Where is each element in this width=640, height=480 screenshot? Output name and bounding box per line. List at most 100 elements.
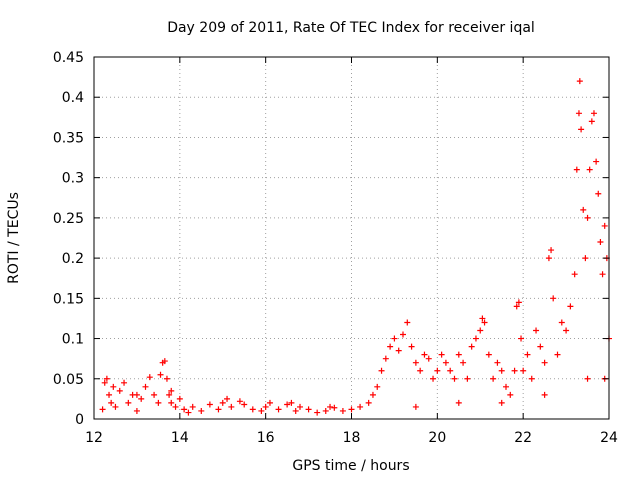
data-point xyxy=(258,407,265,414)
data-point xyxy=(590,110,597,117)
data-point xyxy=(215,406,222,413)
data-point xyxy=(101,379,108,386)
data-point xyxy=(305,406,312,413)
data-point xyxy=(400,331,406,338)
data-point xyxy=(357,403,364,410)
data-point xyxy=(412,359,419,366)
data-point xyxy=(297,403,303,410)
data-point xyxy=(468,343,475,350)
data-point xyxy=(498,367,505,374)
y-tick-label: 0.35 xyxy=(53,130,84,146)
data-point xyxy=(481,319,488,326)
y-tick-label: 0.4 xyxy=(62,90,84,106)
data-point xyxy=(586,166,593,173)
data-point xyxy=(241,401,248,408)
data-point xyxy=(507,391,514,398)
data-point xyxy=(99,406,106,413)
data-point xyxy=(421,351,428,358)
y-tick-label: 0.1 xyxy=(62,332,84,348)
data-point xyxy=(558,319,565,326)
data-point xyxy=(157,371,164,378)
data-point xyxy=(588,118,595,125)
data-point xyxy=(151,391,158,398)
data-point xyxy=(576,78,583,85)
data-point xyxy=(593,158,600,165)
data-point xyxy=(108,399,115,406)
x-tick-label: 22 xyxy=(514,430,532,446)
data-point xyxy=(533,327,540,334)
data-point xyxy=(524,351,531,358)
data-point xyxy=(146,374,153,381)
data-point xyxy=(103,375,110,382)
data-point xyxy=(387,343,394,350)
data-point xyxy=(181,406,188,413)
data-point xyxy=(112,403,119,410)
data-point xyxy=(438,351,445,358)
data-point xyxy=(477,327,484,334)
data-point xyxy=(601,222,608,229)
y-tick-labels: 0 0.05 0.1 0.15 0.2 0.25 0.3 0.35 0.4 0.45 xyxy=(53,50,84,428)
data-point xyxy=(133,391,140,398)
data-point xyxy=(176,395,183,402)
data-point xyxy=(472,335,479,342)
data-point xyxy=(266,399,273,406)
data-point xyxy=(548,247,555,254)
y-tick-label: 0.3 xyxy=(62,171,84,187)
data-point xyxy=(490,375,497,382)
data-point xyxy=(395,347,402,354)
data-point xyxy=(503,383,509,390)
x-tick-labels: 12 14 16 18 20 22 24 xyxy=(85,430,618,446)
y-tick-label: 0.25 xyxy=(53,211,84,227)
data-point xyxy=(155,399,162,406)
data-point xyxy=(314,409,321,416)
data-point xyxy=(408,343,415,350)
grid-layer xyxy=(94,57,609,419)
data-point xyxy=(584,214,591,221)
data-point xyxy=(550,295,557,302)
y-tick-label: 0 xyxy=(75,412,84,428)
data-point xyxy=(284,401,291,408)
data-point xyxy=(404,319,411,326)
data-point xyxy=(382,355,389,362)
data-point xyxy=(447,367,454,374)
data-point xyxy=(434,367,441,374)
x-tick-label: 16 xyxy=(257,430,275,446)
data-point xyxy=(339,407,346,414)
data-point xyxy=(545,255,552,262)
y-tick-label: 0.15 xyxy=(53,291,84,307)
data-point xyxy=(575,110,582,117)
x-tick-label: 20 xyxy=(428,430,446,446)
data-point xyxy=(327,403,334,410)
data-point xyxy=(236,398,243,405)
data-point xyxy=(106,391,113,398)
x-axis-label: GPS time / hours xyxy=(292,458,409,474)
data-point xyxy=(348,406,355,413)
data-point xyxy=(455,399,462,406)
y-tick-label: 0.2 xyxy=(62,251,84,267)
data-point xyxy=(163,375,170,382)
data-point xyxy=(563,327,570,334)
data-point xyxy=(571,271,578,278)
data-point xyxy=(168,399,175,406)
data-point xyxy=(494,359,501,366)
data-point xyxy=(485,351,492,358)
data-point xyxy=(464,375,471,382)
data-point xyxy=(224,395,231,402)
data-point xyxy=(573,166,580,173)
data-point xyxy=(513,303,520,310)
data-point xyxy=(479,315,486,322)
data-point xyxy=(578,126,585,133)
data-point xyxy=(580,206,587,213)
data-point xyxy=(110,383,117,390)
x-tick-label: 14 xyxy=(171,430,189,446)
data-point xyxy=(133,407,140,414)
data-point xyxy=(331,404,338,411)
data-point xyxy=(369,391,376,398)
data-point xyxy=(595,190,602,197)
data-point xyxy=(451,375,458,382)
data-point xyxy=(582,255,589,262)
data-point xyxy=(219,399,226,406)
data-point xyxy=(515,299,522,306)
data-point xyxy=(166,391,173,398)
